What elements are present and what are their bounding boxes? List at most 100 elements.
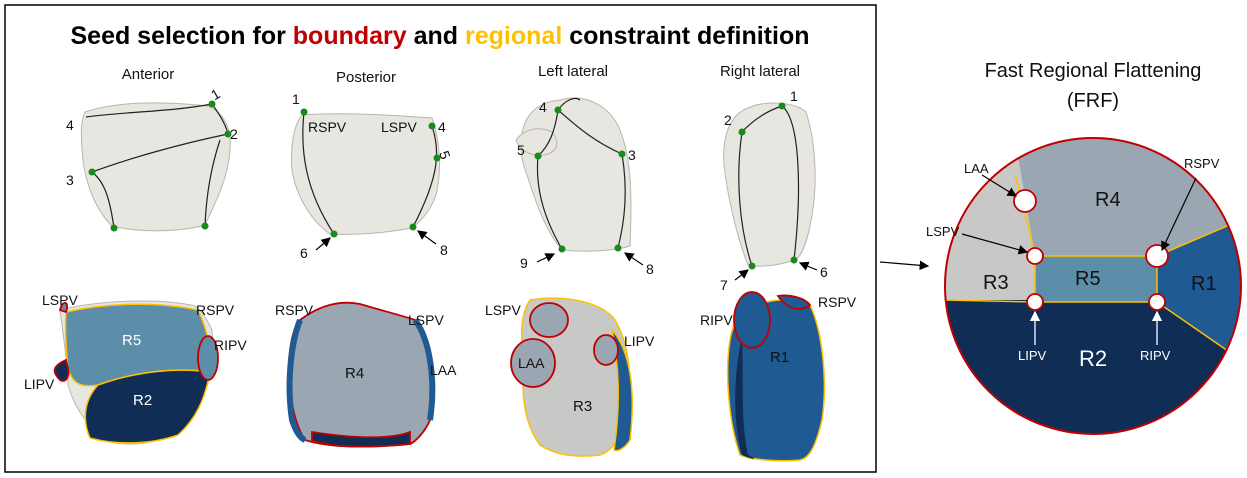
arrow	[1161, 177, 1197, 252]
vein-cap-ripv	[733, 291, 771, 349]
title-part-post: constraint definition	[562, 22, 809, 50]
seed-label-8: 8	[646, 261, 654, 277]
seed-point	[201, 222, 209, 230]
frf-label-rspv: RSPV	[1184, 156, 1220, 171]
seed-point	[300, 108, 308, 116]
seed-point	[224, 130, 232, 138]
title-regional: regional	[465, 22, 562, 50]
appendage-shape	[515, 128, 558, 156]
right-lateral-atrium-shape	[723, 102, 816, 267]
seed-label-6: 6	[820, 264, 828, 280]
seed-path	[412, 125, 438, 228]
figure-title: Seed selection for boundary and regional…	[70, 22, 809, 50]
region-label-r5: R5	[122, 332, 141, 349]
seed-label-4: 4	[66, 117, 74, 133]
anterior-seed-view: 1 2 3 4	[66, 85, 238, 232]
region-r1-strip	[610, 327, 633, 452]
arrow	[734, 269, 749, 281]
posterior-seed-view: 1 4 5 6 8 RSPV LSPV	[291, 91, 454, 261]
vein-cap-lipv	[593, 334, 619, 366]
frf-label-ripv: RIPV	[1140, 348, 1171, 363]
frf-hole-lspv	[1026, 247, 1044, 265]
left-lateral-region-view: LSPV LIPV LAA R3	[485, 297, 655, 457]
seed-point	[618, 150, 626, 158]
view-label-right-lateral: Right lateral	[720, 63, 800, 80]
anterior-atrium-shape	[80, 102, 231, 232]
seed-path	[204, 139, 221, 227]
seed-point	[409, 223, 417, 231]
seed-point	[110, 224, 118, 232]
frf-label-r4: R4	[1095, 189, 1121, 211]
seed-point	[208, 100, 216, 108]
vein-cap-lipv	[53, 358, 70, 382]
posterior-region-view: RSPV LSPV LAA R4	[275, 301, 457, 448]
vein-label-lspv: LSPV	[408, 312, 444, 328]
seed-point	[433, 154, 441, 162]
anterior-region-view: LSPV RSPV RIPV LIPV R5 R2	[24, 292, 247, 445]
right-lateral-region-view: RIPV RSPV R1	[700, 291, 857, 462]
left-lateral-seed-view: 4 5 3 9 8	[515, 97, 654, 277]
seed-path	[617, 153, 626, 249]
seed-label-6: 6	[300, 245, 308, 261]
arrow	[536, 253, 556, 263]
frf-hole-rspv	[1145, 244, 1169, 268]
title-part-mid: and	[407, 22, 465, 50]
seed-point	[738, 128, 746, 136]
frf-region-r1	[1157, 220, 1241, 360]
right-lateral-seed-view: 1 2 7 6	[720, 88, 828, 293]
arrow	[961, 233, 1029, 255]
vein-cap-lspv	[529, 302, 569, 338]
vein-cap-lspv	[58, 301, 68, 314]
region-r2	[84, 369, 211, 444]
vein-cap-rspv	[776, 294, 812, 310]
seed-point	[88, 168, 96, 176]
seed-path	[91, 133, 229, 173]
seed-path	[91, 171, 115, 229]
frf-label-r3: R3	[983, 272, 1009, 294]
frf-label-lspv: LSPV	[926, 224, 960, 239]
vein-cap-ripv	[197, 335, 219, 381]
region-label-r3: R3	[573, 398, 592, 415]
title-boundary: boundary	[293, 22, 407, 50]
seed-label-7: 7	[720, 277, 728, 293]
frf-label-laa: LAA	[964, 161, 989, 176]
vein-label-lspv: LSPV	[42, 292, 78, 308]
frf-disk-outline	[944, 137, 1242, 435]
vein-label-lipv: LIPV	[624, 333, 655, 349]
arrow	[624, 252, 644, 266]
seed-label-3: 3	[628, 147, 636, 163]
region-label-r4: R4	[345, 365, 364, 382]
seed-label-4: 4	[438, 119, 446, 135]
seed-path	[536, 155, 563, 250]
vein-label-lspv: LSPV	[485, 302, 521, 318]
seed-path	[302, 111, 335, 235]
vein-label-ripv: RIPV	[700, 312, 733, 328]
seed-point	[330, 230, 338, 238]
frf-label-r5: R5	[1075, 268, 1101, 290]
frf-disk	[945, 138, 1241, 434]
vein-cap-laa	[510, 338, 556, 388]
seed-label-9: 9	[520, 255, 528, 271]
seed-label-3: 3	[66, 172, 74, 188]
vein-label-laa: LAA	[518, 355, 545, 371]
seed-label-1: 1	[208, 85, 223, 103]
seed-point	[614, 244, 622, 252]
region-r1-rim	[286, 318, 307, 443]
title-part-pre: Seed selection for	[70, 22, 292, 50]
frf-label-r2: R2	[1079, 346, 1107, 371]
seed-label-1: 1	[790, 88, 798, 104]
frf-hole-laa	[1013, 189, 1037, 213]
connector-arrow	[879, 260, 930, 271]
vein-label-rspv: RSPV	[275, 302, 314, 318]
vein-label-rspv: RSPV	[308, 119, 347, 135]
vein-label-laa: LAA	[430, 362, 457, 378]
vein-label-rspv: RSPV	[196, 302, 235, 318]
seed-point	[748, 262, 756, 270]
panel-frame	[4, 4, 877, 473]
vein-label-rspv: RSPV	[818, 294, 857, 310]
vein-label-lspv: LSPV	[381, 119, 417, 135]
vein-label-ripv: RIPV	[214, 337, 247, 353]
seed-point	[554, 106, 562, 114]
seed-point	[778, 102, 786, 110]
